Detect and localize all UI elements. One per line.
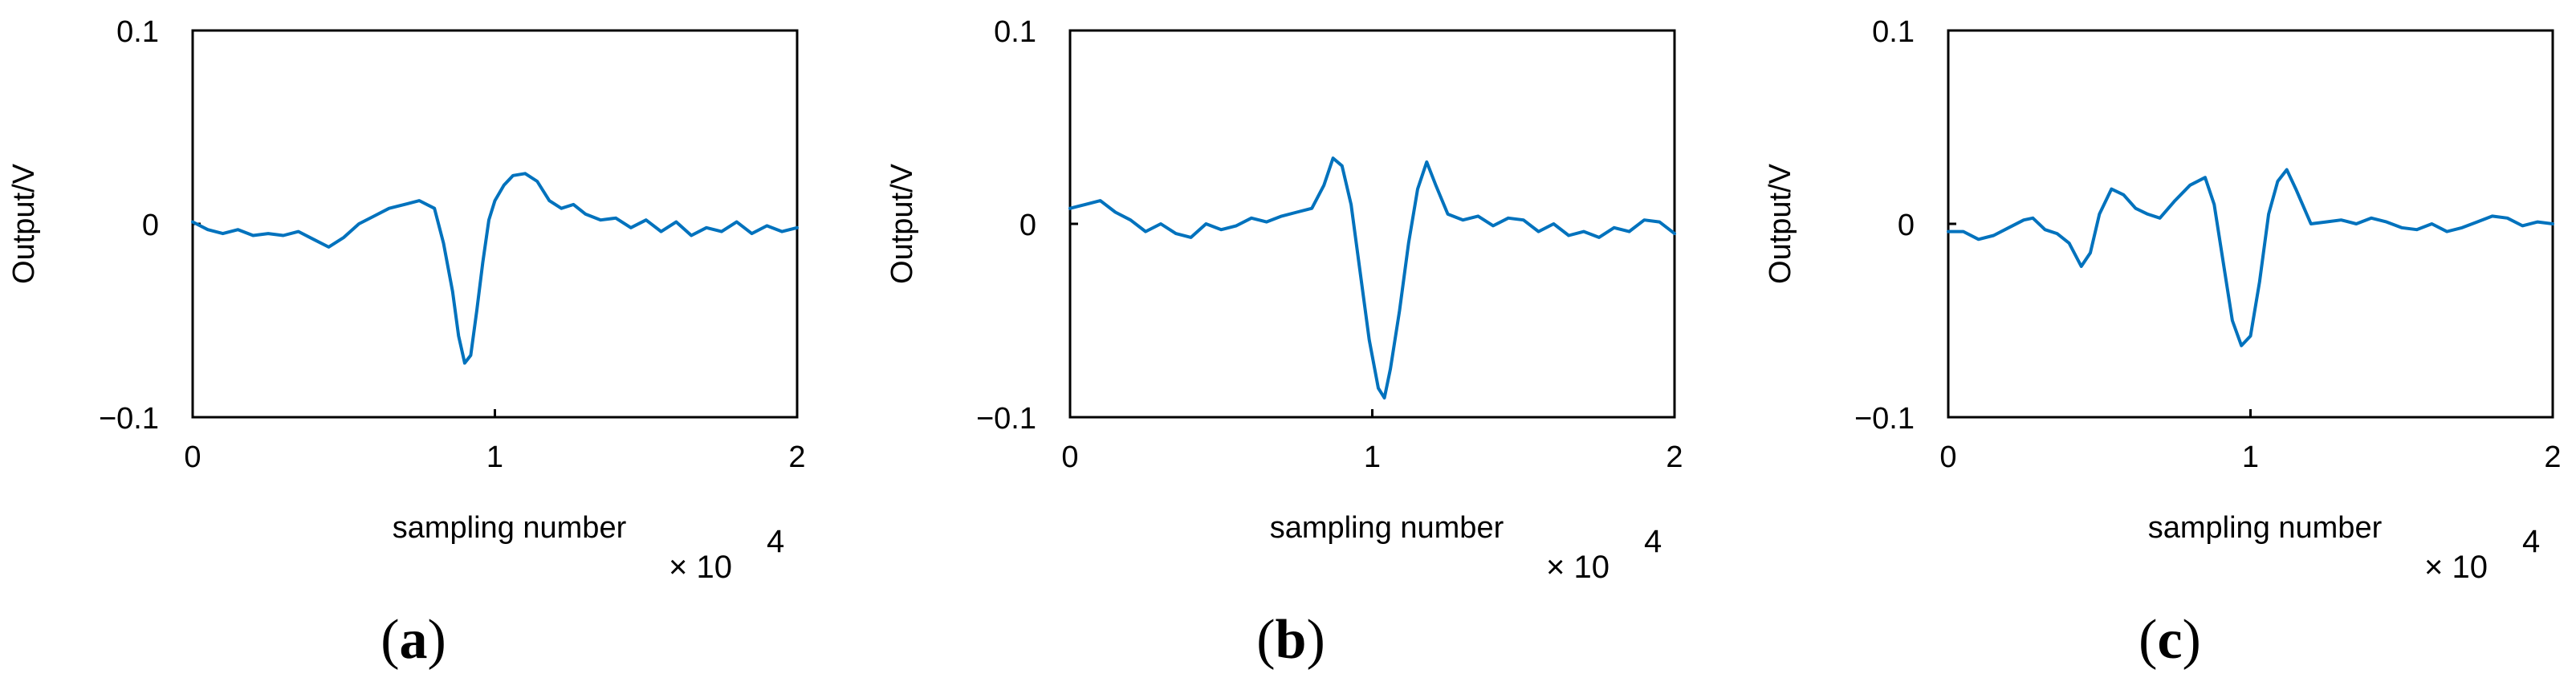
axes-box <box>191 29 799 419</box>
y-axis-label: Output/V <box>7 163 41 284</box>
panel-caption-letter: c <box>2157 609 2182 671</box>
chart-panel-c: 0 1 2 0.1 0 −0.1 sampling number × 10 4 Output/V (… <box>1764 15 2562 671</box>
x-multiplier: × 10 <box>2424 550 2488 585</box>
x-multiplier-exponent: 4 <box>1644 524 1662 559</box>
y-tick-label: 0 <box>1019 209 1036 242</box>
x-tick-label: 0 <box>1061 440 1078 474</box>
x-tick-label: 0 <box>184 440 201 474</box>
y-tick-label: −0.1 <box>1854 402 1915 436</box>
panel-caption-letter: a <box>400 609 428 671</box>
y-tick-label: −0.1 <box>976 402 1036 436</box>
y-axis-label: Output/V <box>1764 163 1797 284</box>
x-multiplier-exponent: 4 <box>767 524 784 559</box>
x-tick-label: 1 <box>486 440 503 474</box>
y-tick-label: 0 <box>142 209 159 242</box>
x-axis-label: sampling number <box>2148 511 2383 545</box>
x-tick-label: 2 <box>788 440 805 474</box>
series-line <box>1068 156 1676 400</box>
x-tick-label: 1 <box>1364 440 1381 474</box>
x-axis-label: sampling number <box>1270 511 1504 545</box>
x-tick-label: 2 <box>2544 440 2561 474</box>
panel-caption-letter: b <box>1276 609 1307 671</box>
series-line <box>1947 168 2554 347</box>
panel-caption: (b) <box>1256 609 1325 671</box>
panel-caption: (a) <box>380 609 446 671</box>
chart-panel-a: 0 1 2 0.1 0 −0.1 sampling number × 10 4 Output/V (… <box>7 15 806 671</box>
y-tick-label: 0 <box>1898 209 1915 242</box>
x-multiplier: × 10 <box>669 550 732 585</box>
x-multiplier: × 10 <box>1546 550 1609 585</box>
x-axis-label: sampling number <box>393 511 627 545</box>
y-tick-label: −0.1 <box>99 402 159 436</box>
y-tick-label: 0.1 <box>994 15 1036 49</box>
series-line <box>191 172 799 365</box>
panel-caption: (c) <box>2139 609 2201 671</box>
y-axis-label: Output/V <box>885 163 919 284</box>
y-tick-label: 0.1 <box>116 15 159 49</box>
x-tick-label: 1 <box>2242 440 2259 474</box>
x-tick-label: 2 <box>1666 440 1683 474</box>
y-tick-label: 0.1 <box>1872 15 1915 49</box>
x-multiplier-exponent: 4 <box>2522 524 2540 559</box>
chart-panel-b: 0 1 2 0.1 0 −0.1 sampling number × 10 4 Output/V (… <box>885 15 1683 671</box>
x-tick-label: 0 <box>1939 440 1956 474</box>
